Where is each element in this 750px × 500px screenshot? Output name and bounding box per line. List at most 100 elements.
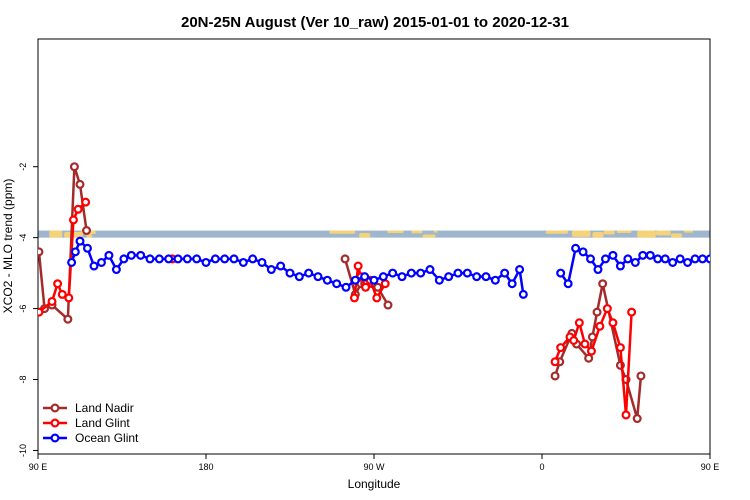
- ocean-glint-point: [75, 236, 85, 246]
- ocean-glint-point: [369, 275, 379, 285]
- land-nadir-point: [38, 247, 44, 257]
- ocean-glint-point: [154, 254, 164, 264]
- legend-label-land-glint: Land Glint: [75, 416, 130, 430]
- land-glint-point: [361, 282, 371, 292]
- land-patch: [592, 231, 604, 238]
- ocean-glint-point: [164, 254, 174, 264]
- land-glint-series: [38, 197, 637, 420]
- ocean-glint-point: [313, 272, 323, 282]
- ocean-glint-point: [556, 268, 566, 278]
- ocean-glint-point: [660, 254, 670, 264]
- ocean-glint-point: [332, 279, 342, 289]
- ocean-glint-point: [608, 250, 618, 260]
- ocean-glint-point: [285, 268, 295, 278]
- land-glint-point: [550, 357, 560, 367]
- land-glint-point: [73, 204, 83, 214]
- ocean-glint-point: [104, 250, 114, 260]
- land-glint-point: [595, 321, 605, 331]
- ocean-glint-point: [623, 254, 633, 264]
- land-patch: [387, 230, 404, 234]
- land-nadir-point: [550, 371, 560, 381]
- land-nadir-point: [584, 353, 594, 363]
- ocean-glint-point: [220, 254, 230, 264]
- land-nadir-point: [69, 162, 79, 172]
- land-glint-point: [569, 335, 579, 345]
- x-tick-label: 180: [198, 462, 213, 472]
- ocean-glint-point: [571, 243, 581, 253]
- ocean-glint-point: [462, 268, 472, 278]
- land-glint-point: [53, 279, 63, 289]
- land-nadir-point: [373, 282, 383, 292]
- land-nadir-point: [63, 314, 73, 324]
- land-glint-point: [621, 410, 631, 420]
- ocean-glint-point: [119, 254, 129, 264]
- land-patch: [670, 233, 682, 238]
- land-glint-point: [602, 304, 612, 314]
- ocean-glint-point: [145, 254, 155, 264]
- ocean-glint-point: [406, 268, 416, 278]
- legend-marker-land-glint: [50, 418, 60, 428]
- land-nadir-point: [82, 226, 92, 236]
- ocean-glint-point: [173, 254, 183, 264]
- land-patch: [49, 230, 63, 238]
- legend-marker-ocean-glint: [50, 433, 60, 443]
- ocean-glint-point: [500, 268, 510, 278]
- ocean-glint-point: [210, 254, 220, 264]
- ocean-glint-point: [322, 275, 332, 285]
- land-patch: [422, 234, 436, 238]
- plot-frame: [37, 38, 711, 455]
- land-patch: [655, 230, 671, 236]
- land-patch: [603, 230, 615, 235]
- land-patch: [433, 230, 438, 233]
- map-band: [38, 230, 710, 238]
- ocean-glint-point: [294, 272, 304, 282]
- ocean-glint-point: [360, 272, 370, 282]
- land-patch: [571, 230, 591, 237]
- land-glint-point: [380, 279, 390, 289]
- ocean-glint-point: [593, 265, 603, 275]
- ocean-glint-point: [425, 265, 435, 275]
- land-glint-point: [38, 307, 44, 317]
- land-nadir-point: [75, 179, 85, 189]
- land-patch: [329, 230, 356, 234]
- land-nadir-point: [632, 414, 642, 424]
- y-tick-label: -2: [18, 163, 28, 171]
- ocean-glint-series: [67, 236, 710, 299]
- land-glint-point: [372, 293, 382, 303]
- ocean-glint-point: [653, 254, 663, 264]
- ocean-glint-point: [126, 250, 136, 260]
- land-glint-point: [64, 293, 74, 303]
- ocean-glint-point: [453, 268, 463, 278]
- ocean-glint-point: [388, 268, 398, 278]
- land-nadir-point: [598, 279, 608, 289]
- land-patch: [616, 230, 632, 234]
- ocean-glint-point: [615, 261, 625, 271]
- ocean-glint-point: [675, 254, 685, 264]
- land-nadir-point: [592, 307, 602, 317]
- legend-label-ocean-glint: Ocean Glint: [75, 431, 139, 445]
- land-nadir-point: [636, 371, 646, 381]
- land-patch: [683, 230, 694, 233]
- ocean-glint-point: [257, 257, 267, 267]
- ocean-glint-point: [586, 254, 596, 264]
- ocean-glint-point: [472, 272, 482, 282]
- ocean-glint-point: [434, 275, 444, 285]
- land-patch: [359, 233, 371, 238]
- land-glint-point: [627, 307, 637, 317]
- y-tick-label: -8: [18, 376, 28, 384]
- x-tick-label: 0: [539, 462, 544, 472]
- ocean-glint-point: [304, 268, 314, 278]
- ocean-glint-point: [481, 272, 491, 282]
- ocean-glint-line: [70, 239, 525, 295]
- x-tick-label: 90 W: [363, 462, 385, 472]
- ocean-glint-point: [192, 254, 202, 264]
- series-layer: [38, 162, 710, 424]
- land-glint-point: [349, 293, 359, 303]
- chart-title: 20N-25N August (Ver 10_raw) 2015-01-01 t…: [181, 14, 569, 31]
- ocean-glint-point: [248, 254, 258, 264]
- ocean-glint-point: [96, 257, 106, 267]
- ocean-glint-point: [416, 268, 426, 278]
- ocean-glint-point: [507, 279, 517, 289]
